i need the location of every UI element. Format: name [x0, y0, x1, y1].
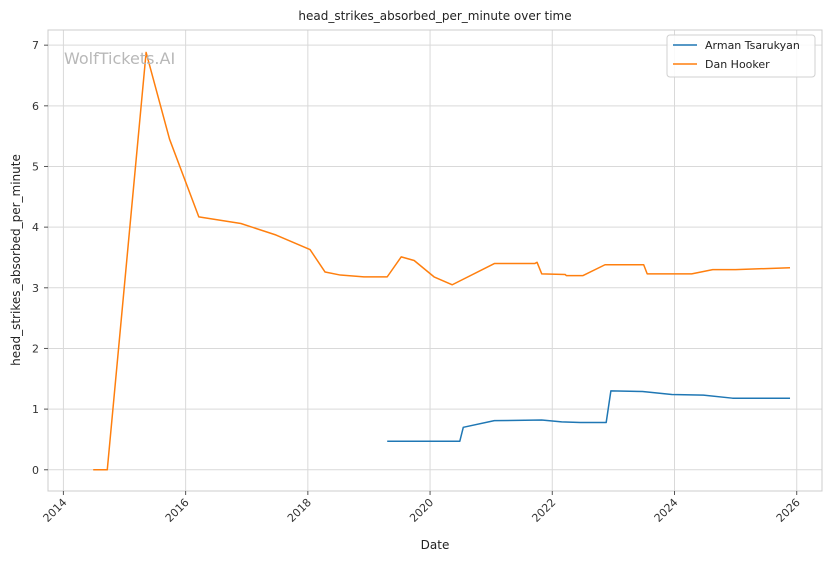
y-tick-label: 0: [32, 464, 39, 477]
y-tick-label: 7: [32, 39, 39, 52]
plot-area: [47, 29, 823, 492]
y-tick-label: 5: [32, 160, 39, 173]
series-layer: [93, 51, 791, 471]
x-tick-label: 2018: [285, 496, 314, 525]
legend-label: Dan Hooker: [705, 58, 770, 71]
x-tick-label: 2014: [41, 496, 70, 525]
watermark: WolfTickets.AI: [64, 49, 175, 68]
x-axis-label: Date: [421, 538, 450, 552]
series-line-arman-tsarukyan: [387, 390, 791, 443]
legend-box: [666, 34, 816, 78]
grid-lines: [48, 30, 822, 491]
y-tick-label: 4: [32, 221, 39, 234]
legend: Arman Tsarukyan Dan Hooker: [666, 34, 816, 78]
x-tick-label: 2026: [774, 496, 803, 525]
chart-title: head_strikes_absorbed_per_minute over ti…: [298, 9, 571, 23]
x-tick-label: 2020: [407, 496, 436, 525]
y-axis-ticks: 0 1 2 3 4 5 6 7: [32, 39, 48, 477]
y-tick-label: 2: [32, 342, 39, 355]
y-tick-label: 6: [32, 100, 39, 113]
series-line-dan-hooker: [93, 51, 791, 471]
x-tick-label: 2022: [529, 496, 558, 525]
x-tick-label: 2024: [652, 496, 681, 525]
x-axis-ticks: 2014 2016 2018 2020 2022 2024 2026: [41, 491, 803, 525]
legend-label: Arman Tsarukyan: [705, 39, 800, 52]
y-axis-label: head_strikes_absorbed_per_minute: [9, 154, 23, 366]
y-tick-label: 3: [32, 282, 39, 295]
y-tick-label: 1: [32, 403, 39, 416]
x-tick-label: 2016: [163, 496, 192, 525]
